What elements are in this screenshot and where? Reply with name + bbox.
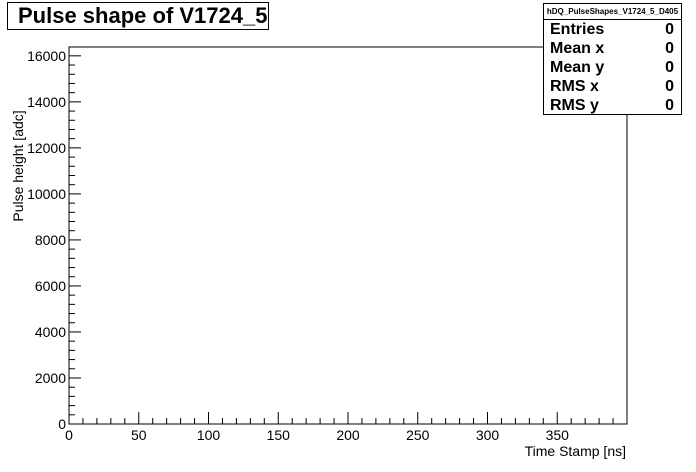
- y-tick-label: 10000: [27, 186, 66, 202]
- stats-value: 0: [665, 40, 674, 57]
- x-axis-title: Time Stamp [ns]: [525, 443, 626, 459]
- stats-label: Mean x: [550, 40, 605, 57]
- stats-value: 0: [665, 59, 674, 76]
- stats-row-rms-x: RMS x 0: [544, 77, 681, 96]
- x-tick-label: 200: [336, 427, 360, 443]
- stats-box: hDQ_PulseShapes_V1724_5_D405 Entries 0 M…: [543, 3, 682, 115]
- stats-value: 0: [665, 97, 674, 114]
- stats-label: Mean y: [550, 59, 605, 76]
- y-tick-label: 4000: [35, 324, 66, 340]
- chart-title: Pulse shape of V1724_5: [7, 2, 269, 30]
- y-tick-label: 12000: [27, 140, 66, 156]
- stats-row-mean-y: Mean y 0: [544, 58, 681, 77]
- y-tick-label: 16000: [27, 48, 66, 64]
- x-tick-label: 350: [546, 427, 570, 443]
- stats-value: 0: [665, 21, 674, 38]
- stats-label: RMS y: [550, 97, 599, 114]
- stats-row-rms-y: RMS y 0: [544, 96, 681, 115]
- y-axis-title: Pulse height [adc]: [10, 110, 26, 221]
- axis-ticks: 0 50 100 150 200 250 300 350 0 2000 4000 6000 8000 10…: [27, 48, 628, 443]
- stats-row-mean-x: Mean x 0: [544, 39, 681, 58]
- x-tick-label: 100: [197, 427, 221, 443]
- x-tick-label: 150: [267, 427, 291, 443]
- x-tick-label: 50: [131, 427, 147, 443]
- stats-histogram-name: hDQ_PulseShapes_V1724_5_D405: [544, 4, 681, 20]
- stats-label: Entries: [550, 21, 605, 38]
- y-tick-label: 14000: [27, 94, 66, 110]
- y-tick-label: 2000: [35, 370, 66, 386]
- stats-label: RMS x: [550, 78, 599, 95]
- x-tick-label: 0: [65, 427, 73, 443]
- stats-row-entries: Entries 0: [544, 20, 681, 39]
- x-tick-label: 250: [406, 427, 430, 443]
- y-tick-label: 0: [58, 416, 66, 432]
- stats-value: 0: [665, 78, 674, 95]
- x-tick-label: 300: [476, 427, 500, 443]
- y-tick-label: 8000: [35, 232, 66, 248]
- y-tick-label: 6000: [35, 278, 66, 294]
